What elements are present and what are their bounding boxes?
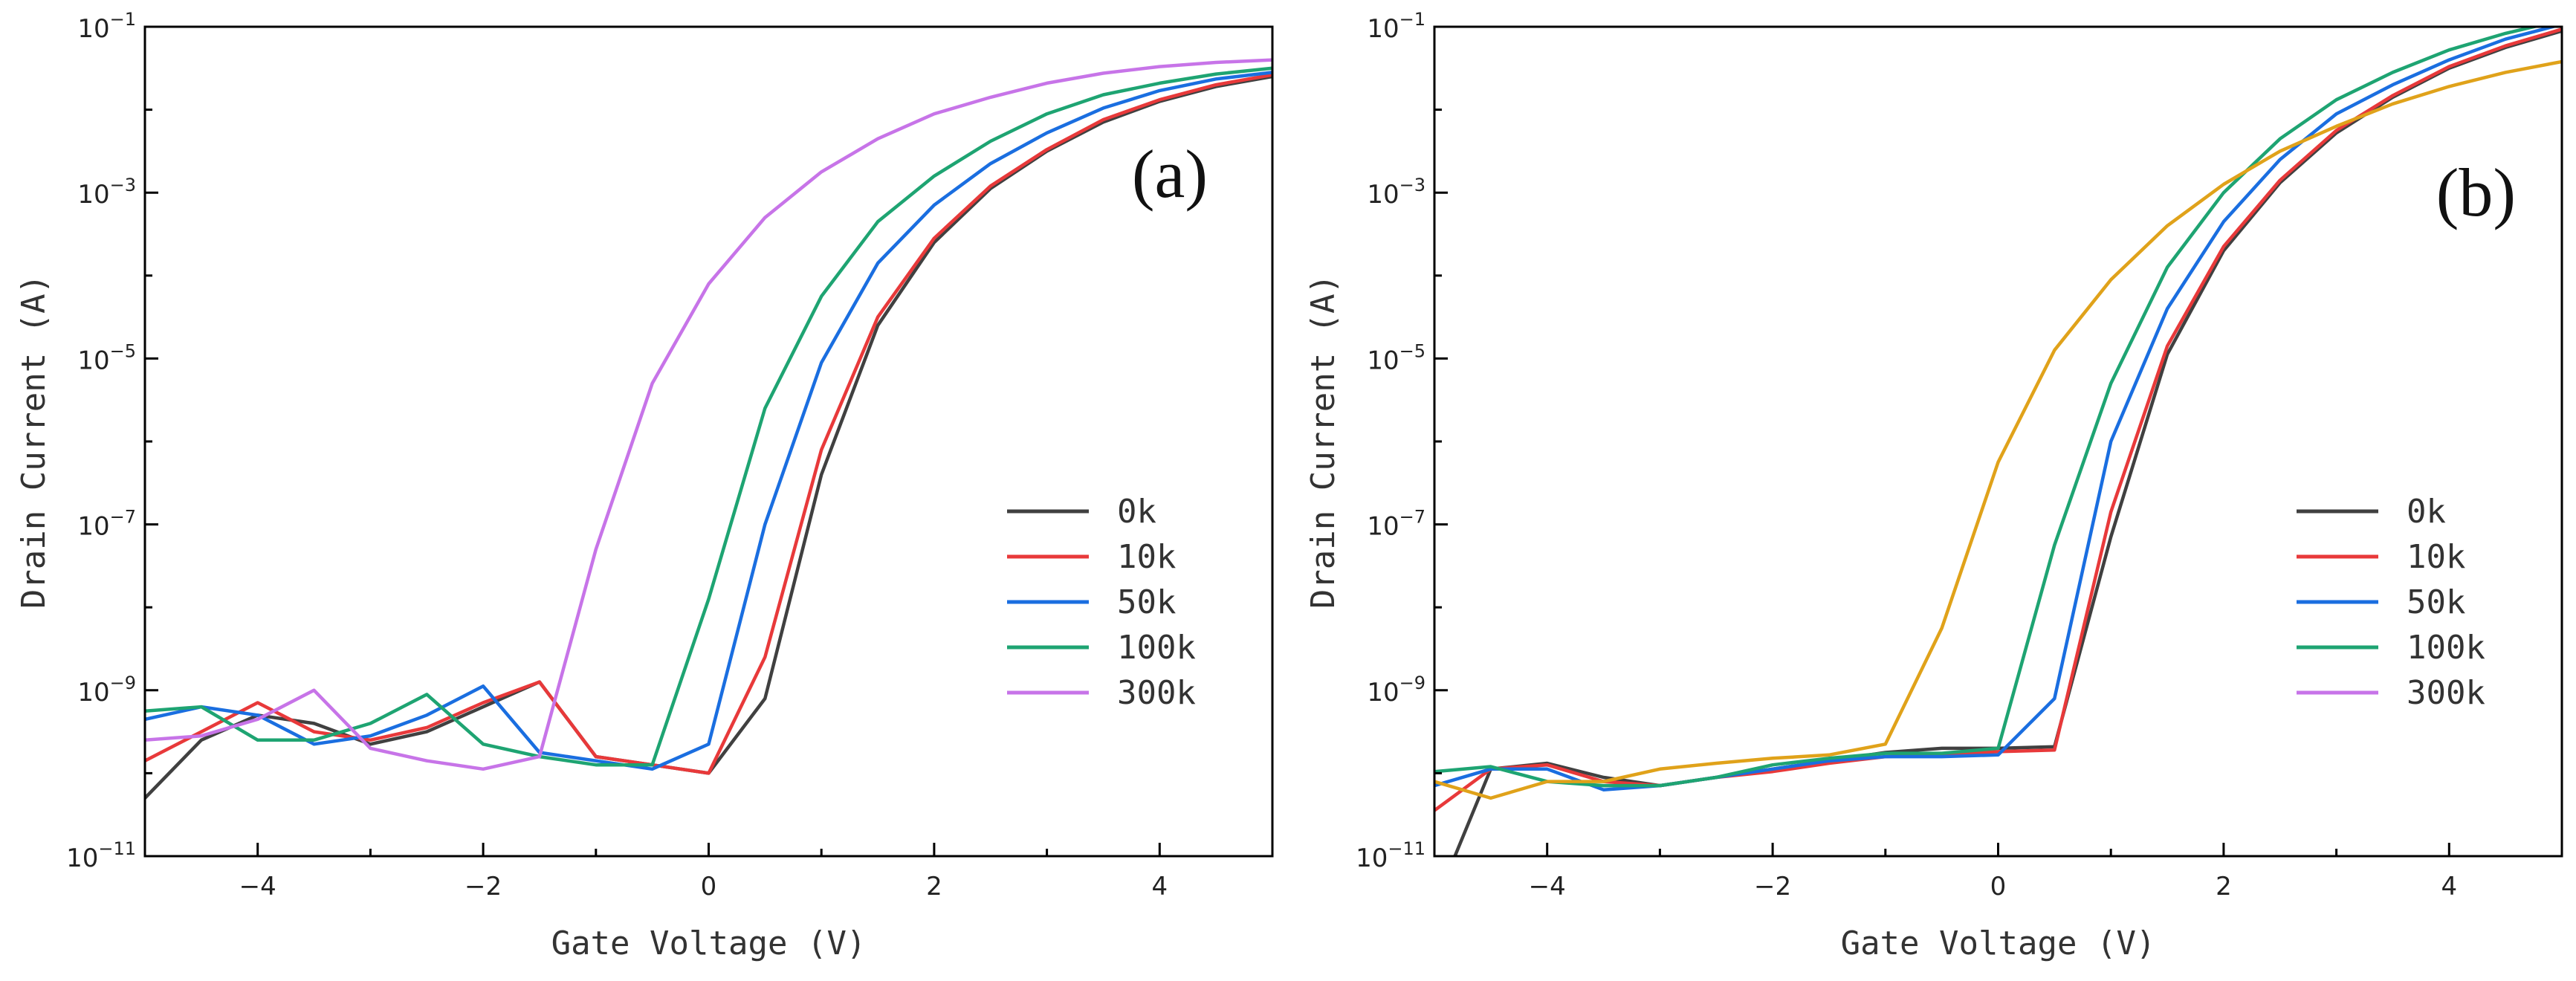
y-tick-label: 10−7 bbox=[77, 507, 136, 542]
series-line-50k bbox=[145, 71, 1272, 771]
x-tick-label: 4 bbox=[2441, 872, 2457, 901]
x-axis-title: Gate Voltage (V) bbox=[1841, 925, 2156, 962]
y-tick-label: 10−11 bbox=[1356, 838, 1425, 873]
y-tick-label: 10−1 bbox=[1367, 9, 1425, 44]
legend-label-0k: 0k bbox=[1117, 493, 1156, 531]
y-tick-label: 10−1 bbox=[77, 9, 136, 44]
legend-label-50k: 50k bbox=[2407, 583, 2465, 621]
series-line-50k bbox=[1434, 27, 2560, 791]
series-line-0k bbox=[1453, 29, 2562, 856]
legend-label-10k: 10k bbox=[1117, 538, 1176, 576]
y-tick-label: 10−9 bbox=[1367, 673, 1425, 708]
x-tick-label: 0 bbox=[701, 872, 717, 901]
panel-b: −4 −2 0 2 4 10−11 10−9 10−7 10−5 10−3 10−1 Gate Vol… bbox=[1304, 9, 2563, 962]
y-tick-label: 10−5 bbox=[1367, 340, 1425, 375]
legend-label-100k: 100k bbox=[1117, 629, 1196, 667]
series-group bbox=[1434, 27, 2562, 856]
x-axis-title: Gate Voltage (V) bbox=[551, 925, 867, 962]
x-tick-label: 2 bbox=[926, 872, 942, 901]
y-axis-title: Drain Current (A) bbox=[15, 274, 53, 609]
legend-label-0k: 0k bbox=[2407, 493, 2446, 531]
y-axis-title: Drain Current (A) bbox=[1304, 274, 1342, 609]
legend-label-100k: 100k bbox=[2407, 629, 2485, 667]
series-line-300k bbox=[145, 58, 1272, 771]
series-line-100k bbox=[145, 66, 1272, 767]
x-tick-label: −2 bbox=[465, 872, 502, 901]
series-line-100k bbox=[1434, 27, 2541, 788]
y-tick-label: 10−7 bbox=[1367, 507, 1425, 542]
x-tick-label: 0 bbox=[1990, 872, 2007, 901]
legend-label-50k: 50k bbox=[1117, 583, 1176, 621]
y-tick-label: 10−11 bbox=[66, 838, 136, 873]
y-tick-label: 10−5 bbox=[77, 340, 136, 375]
y-tick-label: 10−9 bbox=[77, 673, 136, 708]
x-tick-label: 4 bbox=[1151, 872, 1168, 901]
y-tick-label: 10−3 bbox=[77, 175, 136, 210]
legend-label-10k: 10k bbox=[2407, 538, 2465, 576]
panel-a: −4 −2 0 2 4 10−11 10−9 10−7 10−5 10−3 10−1 Gate Vol… bbox=[15, 9, 1274, 962]
legend: 0k 10k 50k 100k 300k bbox=[2297, 493, 2485, 712]
x-tick-label: −4 bbox=[1529, 872, 1566, 901]
legend: 0k 10k 50k 100k 300k bbox=[1007, 493, 1196, 712]
plot-frame bbox=[1433, 25, 2563, 858]
x-tick-label: −4 bbox=[239, 872, 276, 901]
y-tick-label: 10−3 bbox=[1367, 175, 1425, 210]
series-group bbox=[145, 58, 1272, 800]
panel-label: (b) bbox=[2436, 155, 2516, 230]
legend-label-300k: 300k bbox=[2407, 674, 2485, 712]
panel-label: (a) bbox=[1132, 136, 1208, 212]
series-line-10k bbox=[145, 73, 1272, 775]
series-line-10k bbox=[1434, 27, 2562, 812]
legend-label-300k: 300k bbox=[1117, 674, 1196, 712]
x-tick-label: 2 bbox=[2216, 872, 2232, 901]
series-line-300k bbox=[1434, 59, 2562, 800]
x-tick-label: −2 bbox=[1754, 872, 1791, 901]
